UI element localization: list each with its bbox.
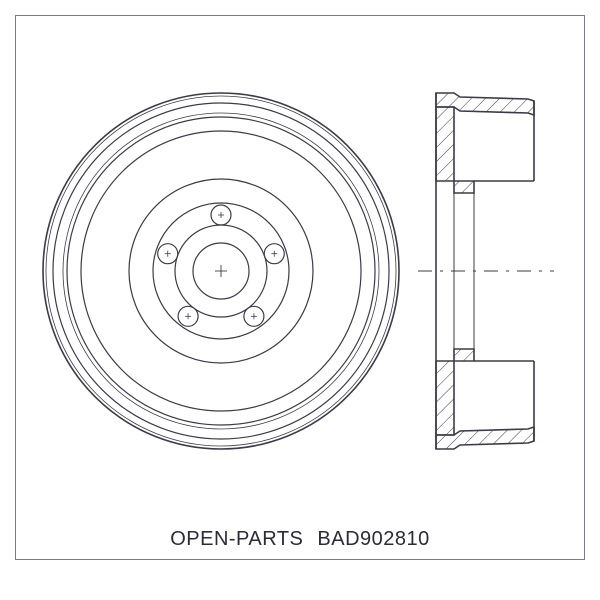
drawing-area [16,16,584,522]
diagram-frame: OPEN-PARTS BAD902810 [15,15,585,560]
brand-label: OPEN-PARTS [170,528,303,551]
part-number-label: BAD902810 [317,528,429,551]
technical-drawing-svg [16,16,586,522]
caption-row: OPEN-PARTS BAD902810 [16,528,584,551]
